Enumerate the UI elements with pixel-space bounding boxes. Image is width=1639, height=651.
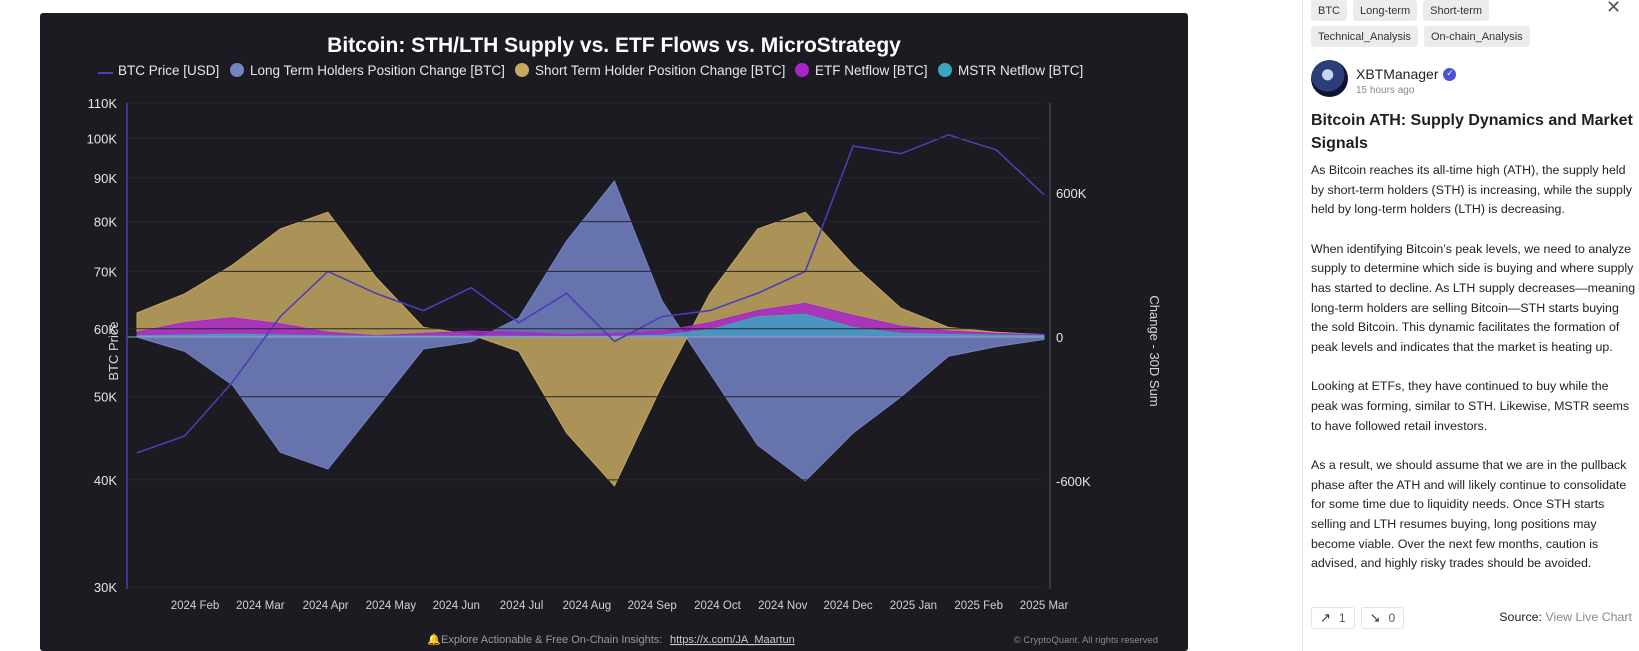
trend-up-icon: ↗ — [1320, 610, 1331, 626]
chart-card: Bitcoin: STH/LTH Supply vs. ETF Flows vs… — [40, 13, 1188, 651]
y-left-tick-label: 80K — [94, 215, 117, 230]
x-tick-label: 2024 Mar — [236, 600, 285, 612]
footer-link[interactable]: https://x.com/JA_Maartun — [670, 634, 795, 646]
footer-text: Explore Actionable & Free On-Chain Insig… — [441, 634, 662, 646]
copyright-text: © CryptoQuant. All rights reserved — [1014, 635, 1158, 646]
tag-on-chain-analysis[interactable]: On-chain_Analysis — [1423, 26, 1530, 47]
x-tick-label: 2025 Feb — [954, 600, 1003, 612]
tag-short-term[interactable]: Short-term — [1423, 0, 1490, 21]
x-tick-label: 2024 Jul — [500, 600, 543, 612]
paragraph: When identifying Bitcoin’s peak levels, … — [1311, 241, 1636, 355]
paragraph: As Bitcoin reaches its all-time high (AT… — [1311, 163, 1632, 217]
downvote-button[interactable]: ↘ 0 — [1360, 607, 1405, 629]
x-tick-label: 2024 Nov — [758, 600, 807, 612]
chart-title: Bitcoin: STH/LTH Supply vs. ETF Flows vs… — [327, 34, 901, 57]
y-right-label: Change - 30D Sum — [1147, 295, 1162, 406]
legend-swatch — [515, 63, 529, 77]
avatar[interactable] — [1311, 60, 1348, 97]
author-name[interactable]: XBTManager — [1356, 66, 1439, 82]
x-tick-label: 2024 Aug — [563, 600, 612, 612]
x-tick-label: 2024 Feb — [171, 600, 220, 612]
y-left-label: BTC Price — [106, 321, 121, 380]
boost-count: 1 — [1338, 611, 1346, 625]
verified-check-icon: ✓ — [1443, 67, 1457, 81]
tag-long-term[interactable]: Long-term — [1353, 0, 1418, 21]
legend-swatch — [938, 63, 952, 77]
y-left-tick-label: 30K — [94, 580, 117, 595]
plot-area — [127, 133, 1045, 487]
legend-label[interactable]: BTC Price [USD] — [118, 63, 219, 78]
y-right-tick-label: 600K — [1056, 186, 1087, 201]
post-time: 15 hours ago — [1356, 85, 1415, 96]
idea-panel — [1302, 0, 1639, 651]
x-tick-label: 2025 Mar — [1020, 600, 1069, 612]
close-icon[interactable]: ✕ — [1606, 0, 1622, 18]
trend-down-icon: ↘ — [1369, 610, 1381, 626]
legend-label[interactable]: Short Term Holder Position Change [BTC] — [535, 63, 785, 78]
paragraph: As a result, we should assume that we ar… — [1311, 457, 1627, 571]
y-left-tick-label: 100K — [87, 132, 118, 147]
chart-svg: Bitcoin: STH/LTH Supply vs. ETF Flows vs… — [87, 34, 1162, 646]
legend-swatch — [795, 63, 809, 77]
tag-technical-analysis[interactable]: Technical_Analysis — [1311, 26, 1418, 47]
y-left-tick-label: 50K — [94, 390, 117, 405]
x-tick-label: 2024 Oct — [694, 600, 741, 612]
x-tick-label: 2024 Jun — [433, 600, 480, 612]
source-label: Source: — [1499, 610, 1542, 624]
y-left-tick-label: 90K — [94, 171, 117, 186]
y-left-tick-label: 40K — [94, 473, 117, 488]
y-right-tick-label: 0 — [1056, 330, 1063, 345]
legend-swatch — [230, 63, 244, 77]
action-bar: ↗ 1 ↘ 0 — [1311, 607, 1405, 629]
idea-body: As Bitcoin reaches its all-time high (AT… — [1311, 161, 1637, 594]
area-long-term-holders-position-change-btc — [136, 180, 1045, 482]
x-tick-label: 2024 Apr — [303, 600, 349, 612]
tag-list: BTC Long-term Short-term Technical_Analysis… — [1311, 0, 1601, 47]
y-left-tick-label: 110K — [88, 96, 118, 111]
chart-axes: 110K 100K 90K 80K 70K 60K 50K 40K 30K 600K 0 -600K 2… — [87, 96, 1091, 612]
y-left-tick-label: 60K — [94, 322, 117, 337]
legend-label[interactable]: MSTR Netflow [BTC] — [958, 63, 1083, 78]
author-block: XBTManager ✓ 15 hours ago — [1311, 60, 1457, 97]
x-tick-label: 2024 Sep — [628, 600, 677, 612]
source-line: Source: View Live Chart — [1499, 610, 1632, 624]
y-right-tick-label: -600K — [1056, 474, 1091, 489]
tag-btc[interactable]: BTC — [1311, 0, 1347, 21]
area-mstr-netflow-btc — [136, 313, 1045, 338]
view-live-chart-link[interactable]: View Live Chart — [1545, 610, 1632, 624]
legend-label[interactable]: ETF Netflow [BTC] — [815, 63, 928, 78]
boost-button[interactable]: ↗ 1 — [1311, 607, 1355, 629]
chart-legend: BTC Price [USD] Long Term Holders Positio… — [98, 63, 1083, 78]
legend-label[interactable]: Long Term Holders Position Change [BTC] — [250, 63, 505, 78]
down-count: 0 — [1388, 611, 1396, 625]
y-left-tick-label: 70K — [94, 264, 117, 279]
x-tick-label: 2024 Dec — [823, 600, 872, 612]
paragraph: Looking at ETFs, they have continued to … — [1311, 379, 1630, 433]
x-tick-label: 2024 May — [366, 600, 417, 612]
idea-title: Bitcoin ATH: Supply Dynamics and Market … — [1311, 112, 1633, 152]
bell-icon: 🔔 — [427, 633, 441, 646]
x-tick-label: 2025 Jan — [890, 600, 937, 612]
price-line — [136, 133, 1045, 454]
